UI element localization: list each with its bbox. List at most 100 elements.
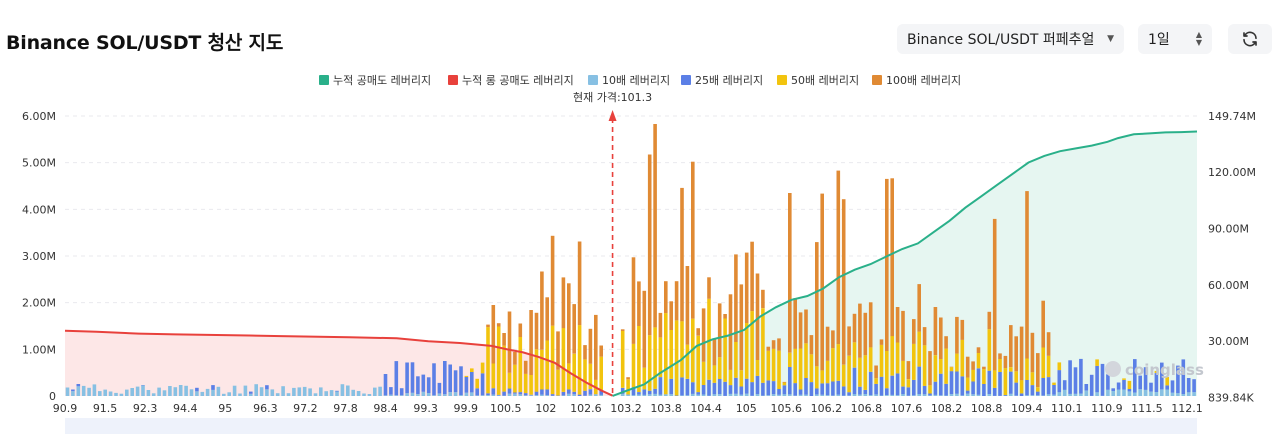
x-tick: 104.4 — [690, 402, 722, 415]
bar-10x — [879, 395, 884, 396]
bar-50x — [782, 382, 787, 386]
bar-10x — [367, 394, 372, 396]
bar-25x — [717, 378, 722, 395]
bar-10x — [71, 391, 75, 396]
bar-10x — [270, 389, 275, 396]
bar-25x — [825, 383, 830, 396]
bar-10x — [157, 387, 161, 396]
interval-select[interactable]: 1일 ▲ ▼ — [1138, 24, 1212, 54]
bar-50x — [825, 360, 830, 384]
bar-25x — [1100, 363, 1105, 396]
bar-25x — [211, 385, 215, 390]
bar-10x — [567, 393, 571, 396]
legend-label-lev25: 25배 레버리지 — [695, 74, 763, 87]
exchange-select[interactable]: Binance SOL/USDT 퍼페추얼 ▼ — [897, 24, 1124, 54]
bar-25x — [1046, 377, 1051, 395]
bar-25x — [620, 387, 625, 394]
bar-25x — [76, 384, 81, 387]
bar-100x — [642, 290, 647, 368]
bar-100x — [707, 277, 711, 299]
bar-25x — [728, 385, 733, 394]
bar-10x — [588, 394, 593, 396]
bar-25x — [1003, 395, 1008, 396]
bar-10x — [534, 395, 539, 396]
bar-10x — [1009, 393, 1013, 396]
bar-100x — [647, 154, 652, 336]
legend-swatch-lev50 — [777, 75, 787, 85]
legend-label-lev100: 100배 레버리지 — [886, 74, 961, 87]
bar-50x — [1009, 367, 1013, 372]
bar-50x — [701, 361, 706, 385]
cumulative-long-line — [64, 329, 614, 397]
x-tick: 108.2 — [931, 402, 963, 415]
bar-10x — [1106, 389, 1110, 396]
x-tick: 106.2 — [811, 402, 843, 415]
bar-50x — [588, 363, 593, 390]
bar-50x — [647, 335, 652, 391]
bar-100x — [567, 283, 571, 364]
bar-10x — [599, 394, 603, 396]
bar-25x — [1052, 385, 1056, 395]
bar-100x — [836, 170, 841, 345]
bar-25x — [1036, 391, 1040, 396]
y-right-tick: 30.00M — [1208, 335, 1249, 348]
bar-25x — [971, 381, 975, 395]
bar-10x — [820, 394, 824, 396]
bar-10x — [572, 394, 576, 396]
range-slider — [65, 418, 1197, 434]
bar-25x — [1181, 359, 1186, 394]
bar-10x — [1133, 392, 1137, 396]
bar-25x — [1122, 379, 1126, 390]
bar-50x — [480, 362, 485, 374]
bar-25x — [890, 375, 894, 395]
y-left-tick: 1.00M — [22, 343, 56, 356]
bar-100x — [868, 302, 873, 348]
bar-10x — [292, 387, 296, 396]
refresh-button[interactable] — [1228, 24, 1272, 54]
bar-50x — [567, 363, 571, 390]
bar-10x — [1036, 395, 1040, 396]
bar-50x — [971, 369, 975, 382]
bar-10x — [965, 393, 970, 396]
bar-50x — [976, 353, 981, 369]
bar-50x — [1046, 355, 1051, 378]
bar-25x — [249, 391, 253, 394]
bar-25x — [1068, 360, 1072, 394]
bar-50x — [906, 379, 911, 388]
bar-50x — [998, 358, 1002, 372]
bar-10x — [297, 387, 302, 396]
bar-100x — [712, 339, 717, 366]
bar-50x — [1019, 380, 1024, 394]
bar-10x — [329, 390, 334, 396]
bar-10x — [933, 394, 938, 396]
bar-10x — [1079, 393, 1083, 396]
bar-10x — [1160, 389, 1164, 396]
bar-10x — [513, 393, 517, 396]
bar-100x — [863, 312, 868, 356]
bar-100x — [653, 124, 657, 328]
bar-100x — [561, 277, 566, 329]
bar-25x — [437, 382, 442, 394]
bar-25x — [1154, 373, 1159, 392]
bar-50x — [755, 360, 760, 376]
bar-25x — [550, 394, 555, 396]
bar-50x — [809, 354, 814, 383]
bar-10x — [189, 389, 194, 396]
bar-50x — [664, 313, 668, 395]
x-tick: 112.1 — [1171, 402, 1203, 415]
bar-100x — [723, 314, 727, 319]
bar-10x — [1095, 392, 1099, 396]
x-tick: 111.5 — [1131, 402, 1163, 415]
bar-10x — [691, 393, 695, 396]
bar-50x — [470, 368, 474, 372]
bar-100x — [1009, 325, 1013, 368]
bar-100x — [804, 309, 808, 344]
bar-10x — [443, 394, 447, 396]
bar-100x — [717, 303, 722, 358]
bar-10x — [410, 392, 415, 396]
bar-10x — [459, 395, 463, 396]
bar-100x — [971, 361, 975, 370]
bar-25x — [761, 382, 765, 396]
bar-50x — [669, 330, 673, 379]
up-down-arrows-icon: ▲ ▼ — [1195, 30, 1202, 47]
